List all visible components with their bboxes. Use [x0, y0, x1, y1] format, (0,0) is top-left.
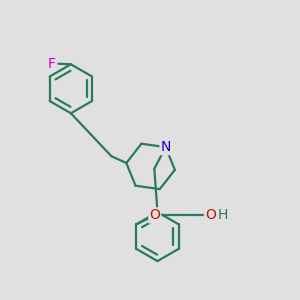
Text: O: O — [149, 208, 160, 222]
Text: F: F — [47, 57, 56, 71]
Text: O: O — [205, 208, 216, 222]
Text: N: N — [160, 140, 171, 154]
Text: H: H — [218, 208, 228, 222]
